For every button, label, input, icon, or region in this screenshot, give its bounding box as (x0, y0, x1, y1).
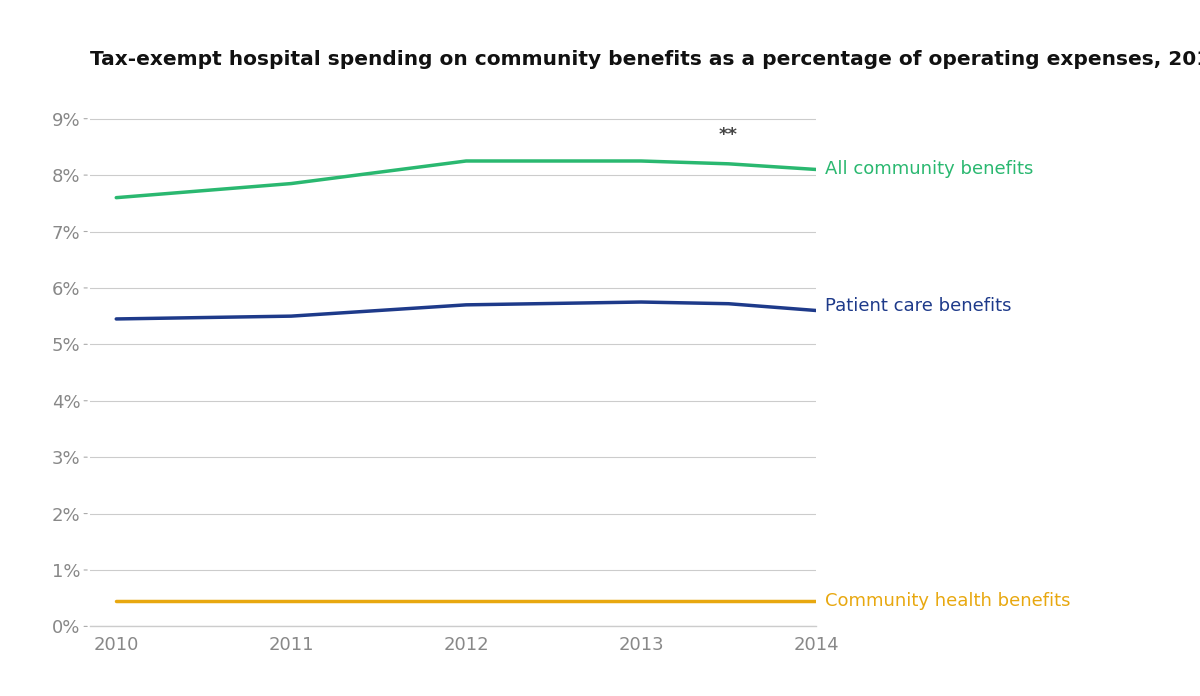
Text: All community benefits: All community benefits (824, 161, 1033, 178)
Text: Community health benefits: Community health benefits (824, 592, 1070, 610)
Text: Tax-exempt hospital spending on community benefits as a percentage of operating : Tax-exempt hospital spending on communit… (90, 51, 1200, 70)
Text: Patient care benefits: Patient care benefits (824, 297, 1012, 315)
Text: **: ** (719, 126, 738, 144)
